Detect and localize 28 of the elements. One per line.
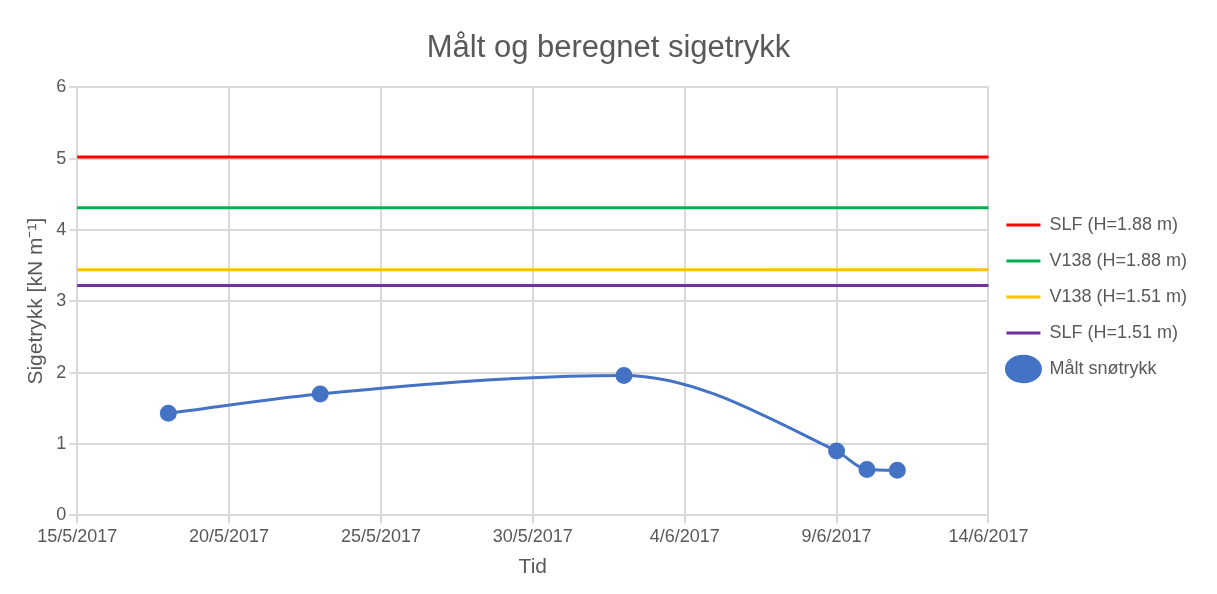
y-axis-title: Sigetrykk [kN m⁻¹] <box>23 217 47 385</box>
point <box>615 366 633 384</box>
x-tick-label: 15/5/2017 <box>37 525 118 546</box>
y-tick-label: 3 <box>56 290 67 311</box>
point <box>311 385 329 403</box>
point <box>828 442 846 460</box>
x-axis-title: Tid <box>518 554 548 578</box>
legend-label: V138 (H=1.51 m) <box>1049 285 1188 306</box>
y-tick-label: 6 <box>56 76 67 97</box>
point <box>858 461 876 479</box>
x-tick-label: 30/5/2017 <box>492 525 573 546</box>
point <box>888 461 906 479</box>
point <box>159 404 177 422</box>
legend-label: SLF (H=1.51 m) <box>1049 321 1178 342</box>
legend-label: SLF (H=1.88 m) <box>1049 213 1178 234</box>
y-tick-label: 2 <box>56 361 67 382</box>
y-tick-label: 4 <box>56 218 67 239</box>
x-tick-label: 25/5/2017 <box>340 525 421 546</box>
x-tick-label: 9/6/2017 <box>801 525 872 546</box>
legend-label: Målt snøtrykk <box>1049 357 1158 378</box>
y-tick-label: 0 <box>56 504 67 525</box>
chart-title: Målt og beregnet sigetrykk <box>426 29 791 65</box>
x-tick-label: 4/6/2017 <box>649 525 720 546</box>
x-tick-label: 14/6/2017 <box>948 525 1029 546</box>
y-tick-label: 5 <box>56 147 67 168</box>
legend-label: V138 (H=1.88 m) <box>1049 249 1188 270</box>
x-tick-label: 20/5/2017 <box>189 525 270 546</box>
y-tick-label: 1 <box>56 432 67 453</box>
